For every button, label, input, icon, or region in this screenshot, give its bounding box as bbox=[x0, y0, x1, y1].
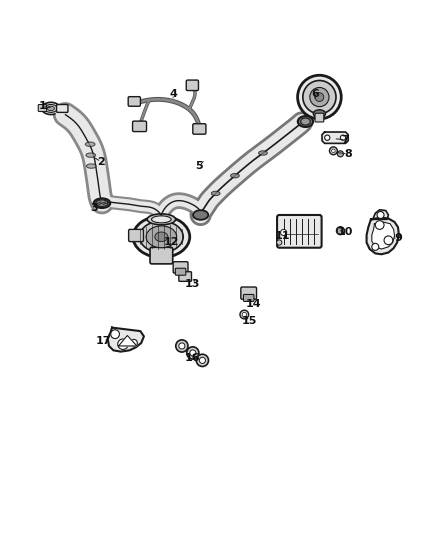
Ellipse shape bbox=[140, 221, 183, 253]
Text: 10: 10 bbox=[338, 227, 353, 237]
Circle shape bbox=[315, 93, 324, 101]
Ellipse shape bbox=[152, 216, 171, 223]
Text: 5: 5 bbox=[195, 161, 203, 171]
Circle shape bbox=[310, 87, 329, 107]
FancyBboxPatch shape bbox=[57, 104, 68, 112]
Ellipse shape bbox=[42, 102, 60, 115]
Circle shape bbox=[196, 354, 208, 367]
Text: 14: 14 bbox=[246, 298, 262, 309]
Text: 12: 12 bbox=[163, 238, 179, 247]
Polygon shape bbox=[373, 210, 389, 220]
FancyBboxPatch shape bbox=[193, 124, 206, 134]
Text: 7: 7 bbox=[342, 135, 350, 145]
FancyBboxPatch shape bbox=[277, 215, 321, 248]
FancyBboxPatch shape bbox=[129, 229, 144, 241]
Ellipse shape bbox=[85, 142, 95, 147]
Circle shape bbox=[303, 80, 336, 114]
Text: 9: 9 bbox=[394, 233, 402, 243]
Text: 1: 1 bbox=[38, 101, 46, 111]
Circle shape bbox=[281, 229, 287, 236]
Circle shape bbox=[118, 339, 128, 350]
Ellipse shape bbox=[146, 226, 177, 248]
Circle shape bbox=[240, 310, 249, 319]
Text: 4: 4 bbox=[169, 89, 177, 99]
Ellipse shape bbox=[298, 116, 313, 127]
Ellipse shape bbox=[94, 198, 110, 208]
FancyBboxPatch shape bbox=[175, 268, 186, 275]
Circle shape bbox=[242, 312, 247, 317]
Circle shape bbox=[325, 135, 330, 140]
Circle shape bbox=[190, 350, 196, 356]
FancyBboxPatch shape bbox=[128, 96, 141, 106]
Circle shape bbox=[329, 147, 337, 155]
Text: 3: 3 bbox=[91, 203, 99, 213]
FancyBboxPatch shape bbox=[38, 104, 46, 111]
Circle shape bbox=[277, 240, 282, 245]
Circle shape bbox=[372, 244, 379, 251]
Ellipse shape bbox=[258, 151, 267, 155]
Circle shape bbox=[340, 135, 346, 140]
Ellipse shape bbox=[86, 153, 95, 157]
Ellipse shape bbox=[86, 164, 96, 168]
Circle shape bbox=[377, 212, 384, 219]
Text: 13: 13 bbox=[185, 279, 201, 289]
Text: 15: 15 bbox=[242, 316, 257, 326]
FancyBboxPatch shape bbox=[133, 121, 147, 132]
Circle shape bbox=[375, 221, 384, 229]
Circle shape bbox=[131, 340, 138, 346]
Polygon shape bbox=[108, 328, 144, 352]
Polygon shape bbox=[367, 217, 399, 254]
Text: 11: 11 bbox=[275, 231, 290, 241]
Circle shape bbox=[199, 357, 205, 364]
Ellipse shape bbox=[44, 104, 57, 112]
Ellipse shape bbox=[133, 216, 190, 257]
FancyBboxPatch shape bbox=[241, 287, 257, 299]
Ellipse shape bbox=[211, 191, 220, 196]
FancyBboxPatch shape bbox=[179, 272, 191, 281]
Ellipse shape bbox=[96, 200, 108, 206]
Ellipse shape bbox=[147, 214, 176, 225]
FancyBboxPatch shape bbox=[173, 262, 188, 273]
Circle shape bbox=[187, 347, 199, 359]
Circle shape bbox=[336, 227, 344, 235]
Ellipse shape bbox=[155, 232, 168, 241]
FancyBboxPatch shape bbox=[315, 113, 324, 122]
Text: 17: 17 bbox=[95, 336, 111, 346]
Polygon shape bbox=[372, 222, 395, 249]
Circle shape bbox=[384, 236, 393, 245]
Circle shape bbox=[297, 75, 341, 119]
Circle shape bbox=[176, 340, 188, 352]
Circle shape bbox=[111, 330, 120, 338]
Text: 16: 16 bbox=[185, 353, 201, 363]
Polygon shape bbox=[322, 132, 348, 143]
FancyBboxPatch shape bbox=[186, 80, 198, 91]
Ellipse shape bbox=[300, 118, 310, 125]
Text: 2: 2 bbox=[97, 157, 105, 167]
Text: 8: 8 bbox=[344, 149, 352, 159]
Ellipse shape bbox=[47, 106, 54, 111]
FancyBboxPatch shape bbox=[244, 294, 254, 302]
FancyBboxPatch shape bbox=[150, 247, 173, 264]
Text: 6: 6 bbox=[311, 89, 319, 99]
Circle shape bbox=[332, 149, 335, 152]
Circle shape bbox=[179, 343, 185, 349]
Circle shape bbox=[337, 151, 343, 157]
Ellipse shape bbox=[313, 110, 325, 118]
Ellipse shape bbox=[193, 210, 208, 220]
Polygon shape bbox=[119, 335, 137, 346]
Ellipse shape bbox=[230, 174, 239, 178]
